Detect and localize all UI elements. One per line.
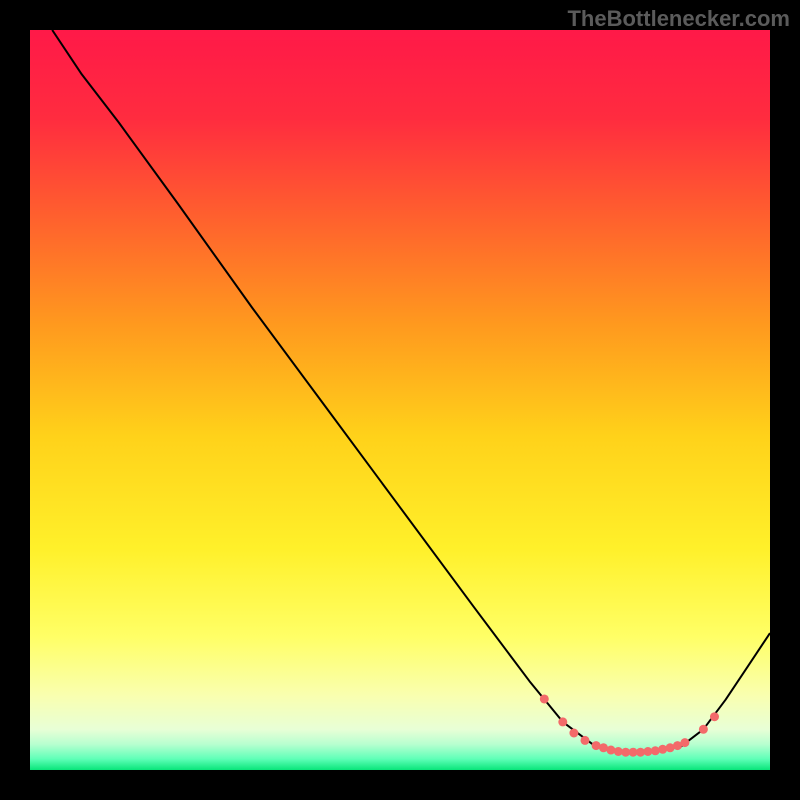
data-marker bbox=[658, 745, 667, 754]
watermark-text: TheBottlenecker.com bbox=[567, 6, 790, 32]
chart-background bbox=[30, 30, 770, 770]
data-marker bbox=[680, 738, 689, 747]
data-marker bbox=[558, 717, 567, 726]
chart-container: TheBottlenecker.com bbox=[0, 0, 800, 800]
data-marker bbox=[581, 736, 590, 745]
data-marker bbox=[710, 712, 719, 721]
data-marker bbox=[699, 725, 708, 734]
data-marker bbox=[540, 694, 549, 703]
data-marker bbox=[606, 746, 615, 755]
data-marker bbox=[651, 746, 660, 755]
data-marker bbox=[569, 729, 578, 738]
bottleneck-chart bbox=[30, 30, 770, 770]
